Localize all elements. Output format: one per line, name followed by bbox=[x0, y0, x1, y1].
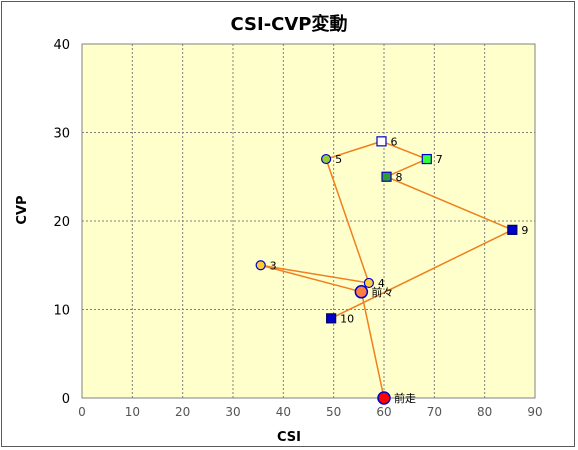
x-tick-label: 60 bbox=[376, 405, 391, 419]
y-tick-label: 30 bbox=[53, 127, 70, 142]
x-tick-label: 40 bbox=[276, 405, 291, 419]
data-point bbox=[255, 260, 266, 271]
x-tick-label: 0 bbox=[78, 405, 86, 419]
point-label: 5 bbox=[335, 153, 342, 166]
y-tick-label: 20 bbox=[53, 215, 70, 230]
y-tick-label: 40 bbox=[53, 38, 70, 53]
x-tick-label: 30 bbox=[225, 405, 240, 419]
chart-title: CSI-CVP変動 bbox=[230, 13, 347, 35]
y-axis-ticks: 0 10 20 30 40 bbox=[53, 38, 70, 407]
point-label: 7 bbox=[436, 153, 443, 166]
data-point bbox=[376, 136, 387, 147]
point-label: 4 bbox=[378, 277, 385, 290]
x-axis-label: CSI bbox=[277, 430, 301, 445]
data-point bbox=[381, 171, 392, 182]
point-label: 6 bbox=[390, 135, 397, 148]
point-label: 3 bbox=[270, 259, 277, 272]
x-tick-label: 70 bbox=[427, 405, 442, 419]
data-point bbox=[326, 313, 337, 324]
data-point bbox=[377, 391, 391, 405]
point-label: 8 bbox=[396, 171, 403, 184]
x-tick-label: 80 bbox=[477, 405, 492, 419]
y-tick-label: 10 bbox=[53, 304, 70, 319]
y-tick-label: 0 bbox=[62, 392, 70, 407]
data-point bbox=[363, 277, 374, 289]
point-label: 前走 bbox=[394, 391, 416, 405]
data-points: 前走 前々 3 4 5 6 7 8 9 10 bbox=[255, 135, 528, 405]
data-point bbox=[321, 153, 332, 165]
x-tick-label: 10 bbox=[125, 405, 140, 419]
grid-lines bbox=[82, 44, 535, 398]
trajectory-line bbox=[260, 140, 515, 399]
point-label: 前々 bbox=[371, 285, 393, 299]
point-label: 10 bbox=[340, 312, 354, 325]
x-tick-label: 50 bbox=[326, 405, 341, 419]
x-tick-label: 90 bbox=[527, 405, 542, 419]
data-point bbox=[507, 224, 518, 235]
data-point bbox=[421, 153, 432, 165]
y-axis-label: CVP bbox=[15, 195, 30, 224]
data-point bbox=[354, 285, 369, 299]
x-axis-ticks: 0 10 20 30 40 50 60 70 80 90 bbox=[78, 405, 542, 419]
x-tick-label: 20 bbox=[175, 405, 190, 419]
point-label: 9 bbox=[521, 224, 528, 237]
